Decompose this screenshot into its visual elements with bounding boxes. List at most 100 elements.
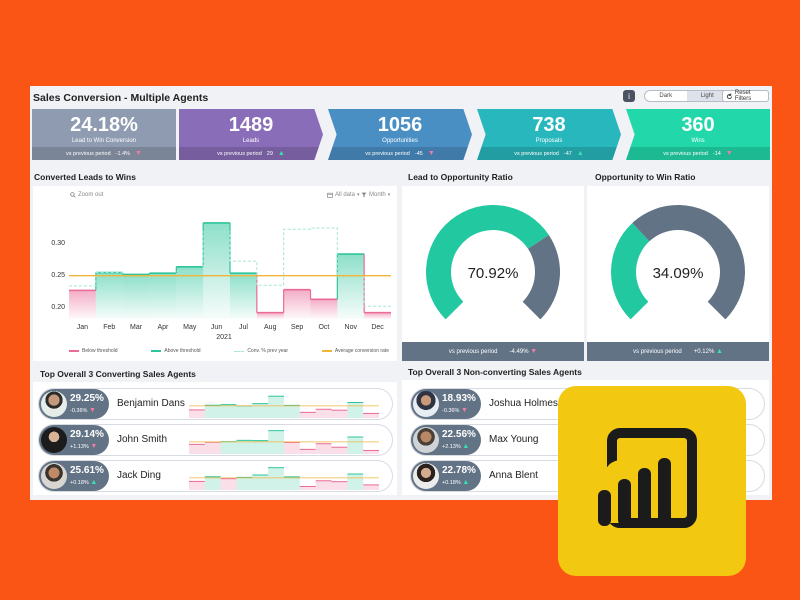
prev-year-line	[69, 227, 391, 307]
x-tick-label: Dec	[371, 324, 384, 331]
chart-bar	[364, 312, 391, 319]
chart-bar	[149, 273, 177, 319]
agent-percent: 29.14%	[70, 429, 104, 440]
reset-filters-label: Reset Filters	[734, 90, 752, 102]
sparkline-bar	[347, 402, 364, 418]
sparkline-bar	[204, 476, 221, 490]
x-tick-label: Jul	[239, 324, 248, 331]
agent-percent: 25.61%	[70, 465, 104, 476]
theme-option-light[interactable]: Light	[686, 91, 728, 101]
avatar	[413, 427, 439, 453]
kpi-footer-label: vs previous period	[663, 150, 708, 157]
x-tick-label: Feb	[103, 324, 115, 331]
gauge-remaining-arc	[632, 204, 746, 320]
agent-change: -0.36%	[442, 408, 460, 414]
sparkline-bar	[220, 478, 237, 490]
gauge-card-opp-win: 34.09% vs previous period +0.12% ▲	[587, 186, 769, 361]
gauge-footer-label: vs previous period	[633, 348, 682, 355]
agent-row[interactable]: 25.61% +0.18% ▲ Jack Ding	[38, 460, 393, 492]
top-converting-title: Top Overall 3 Converting Sales Agents	[40, 369, 196, 379]
agent-change-row: +2.13% ▲	[442, 443, 469, 450]
avatar	[41, 391, 67, 417]
agent-row[interactable]: 29.14% +1.13% ▼ John Smith	[38, 424, 393, 456]
gauge-footer: vs previous period -4.49% ▼	[402, 342, 584, 361]
calendar-icon	[327, 192, 333, 198]
kpi-card-proposals: 738 Proposals vs previous period -47 ▲	[477, 109, 621, 160]
sparkline-bar	[252, 403, 269, 418]
legend-swatch-above	[151, 350, 162, 352]
legend-item-prev[interactable]: Conv. % prev year	[234, 348, 288, 354]
sparkline-bar	[220, 441, 237, 454]
date-filter-dropdown[interactable]: All data ▾	[327, 192, 360, 198]
sparkline-bar	[236, 477, 253, 490]
agent-name: John Smith	[117, 434, 168, 445]
kpi-footer: vs previous period -47 ▲	[477, 147, 621, 160]
kpi-value: 24.18%	[70, 114, 138, 136]
sparkline-bar	[299, 412, 316, 418]
sparkline-bar	[315, 443, 332, 454]
legend-label: Below threshold	[82, 348, 118, 354]
kpi-card-conversion: 24.18% Lead to Win Conversion vs previou…	[32, 109, 176, 160]
agent-name: Max Young	[489, 434, 539, 445]
sparkline-bar	[220, 404, 237, 418]
sparkline-bar	[204, 405, 221, 418]
chart-bar	[256, 312, 284, 319]
agent-sparkline	[189, 467, 379, 490]
period-dropdown[interactable]: Month ▾	[361, 192, 390, 198]
legend-swatch-prev	[234, 350, 245, 352]
agent-percent: 22.56%	[442, 429, 476, 440]
theme-option-dark[interactable]: Dark	[659, 93, 673, 99]
gauge-value-label: 70.92%	[468, 265, 519, 282]
kpi-footer-label: vs previous period	[217, 150, 262, 157]
sparkline-bar	[363, 484, 379, 490]
gauge-change: -4.49%	[509, 349, 529, 355]
sparkline-bar	[236, 405, 253, 418]
y-tick-label: 0.20	[51, 304, 65, 311]
sparkline-bar	[363, 413, 379, 418]
legend-item-above[interactable]: Above threshold	[151, 348, 201, 354]
kpi-label: Opportunities	[382, 138, 418, 144]
period-label: Month	[369, 192, 386, 198]
info-icon: i	[628, 91, 630, 101]
zoom-out-label: Zoom out	[78, 192, 104, 198]
theme-toggle[interactable]: Dark Light	[644, 90, 729, 102]
agent-change-row: +0.18% ▲	[442, 479, 469, 486]
chart-bar	[230, 273, 257, 319]
converted-leads-chart: 0.20 0.25 0.30 Jan Feb Mar Apr May Jun Jul Aug Sep O…	[51, 222, 391, 341]
x-axis-year-label: 2021	[216, 334, 232, 341]
dashboard-title: Sales Conversion - Multiple Agents	[33, 92, 209, 104]
legend-label: Above threshold	[164, 348, 201, 354]
agent-change-row: -0.36% ▼	[442, 407, 468, 414]
info-button[interactable]: i	[623, 90, 635, 102]
avatar	[41, 427, 67, 453]
x-tick-label: Apr	[157, 324, 169, 331]
kpi-card-wins: 360 Wins vs previous period -14 ▼	[626, 109, 770, 160]
y-tick-label: 0.30	[51, 240, 65, 247]
down-arrow-icon: ▼	[90, 443, 98, 450]
kpi-label: Proposals	[535, 138, 563, 144]
up-arrow-icon: ▲	[277, 150, 285, 157]
legend-item-avg[interactable]: Average conversion rate	[321, 348, 389, 354]
legend-item-below[interactable]: Below threshold	[69, 348, 118, 354]
agent-name: Anna Blent	[489, 470, 538, 481]
chart-bar	[69, 290, 96, 319]
agent-sparkline	[189, 395, 379, 418]
gauge-title-opp-win: Opportunity to Win Ratio	[595, 172, 696, 182]
reset-icon	[726, 92, 732, 99]
zoom-out-button[interactable]: Zoom out	[70, 192, 103, 198]
kpi-value: 1489	[228, 114, 274, 136]
sparkline-bar	[236, 440, 253, 454]
sparkline-bar	[189, 481, 205, 490]
kpi-change: 29	[266, 150, 273, 157]
converted-chart-card: Zoom out All data ▾ Month ▾ 0.20 0.25 0.30…	[33, 186, 397, 361]
sparkline-bar	[268, 467, 284, 490]
agent-row[interactable]: 29.25% -0.36% ▼ Benjamin Dans	[38, 388, 393, 420]
down-arrow-icon: ▼	[460, 407, 468, 414]
sparkline-bar	[284, 476, 300, 490]
up-arrow-icon: ▲	[576, 150, 584, 157]
reset-filters-button[interactable]: Reset Filters	[722, 90, 769, 102]
x-tick-label: May	[183, 324, 197, 331]
x-tick-label: Aug	[264, 324, 277, 331]
gauge-value-arc	[426, 205, 549, 320]
top-converting-card: 29.25% -0.36% ▼ Benjamin Dans 29.14% +1.…	[33, 382, 397, 495]
